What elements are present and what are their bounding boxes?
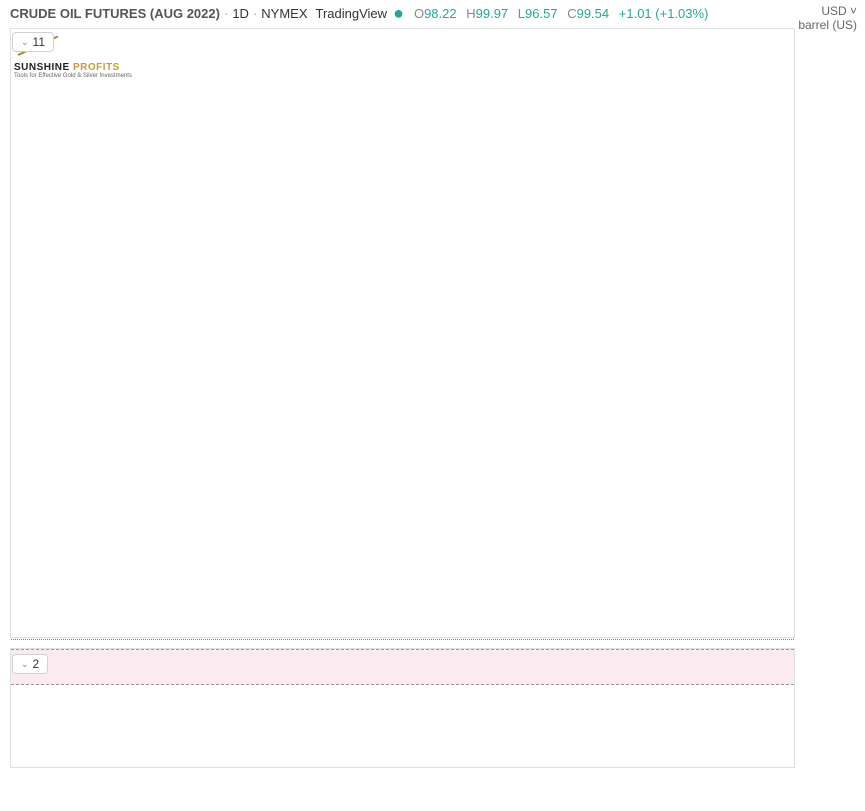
current-price-line [11, 639, 794, 640]
time-axis[interactable] [10, 772, 795, 802]
chart-header: CRUDE OIL FUTURES (AUG 2022) · 1D · NYME… [0, 0, 865, 26]
axis-unit-labels[interactable]: USD ˅ barrel (US) [798, 4, 857, 32]
chevron-down-icon: ⌄ [21, 37, 29, 48]
ohlc-block: O98.22 H99.97 L96.57 C99.54 +1.01 (+1.03… [414, 6, 708, 21]
price-axis[interactable] [799, 28, 855, 638]
status-dot: ● [393, 3, 404, 24]
rsi-overbought-band [11, 649, 794, 685]
interval-text[interactable]: 1D [232, 6, 249, 21]
chevron-down-icon: ⌄ [21, 659, 29, 670]
rsi-chart[interactable] [10, 648, 795, 768]
platform-text: TradingView [316, 6, 388, 21]
indicator-toggle-lower[interactable]: ⌄ 2 [12, 654, 48, 674]
symbol-text[interactable]: CRUDE OIL FUTURES (AUG 2022) [10, 6, 220, 21]
rsi-axis[interactable] [799, 648, 855, 768]
main-price-chart[interactable] [10, 28, 795, 638]
indicator-toggle-main[interactable]: ⌄ 11 [12, 32, 54, 52]
exchange-text: NYMEX [261, 6, 307, 21]
